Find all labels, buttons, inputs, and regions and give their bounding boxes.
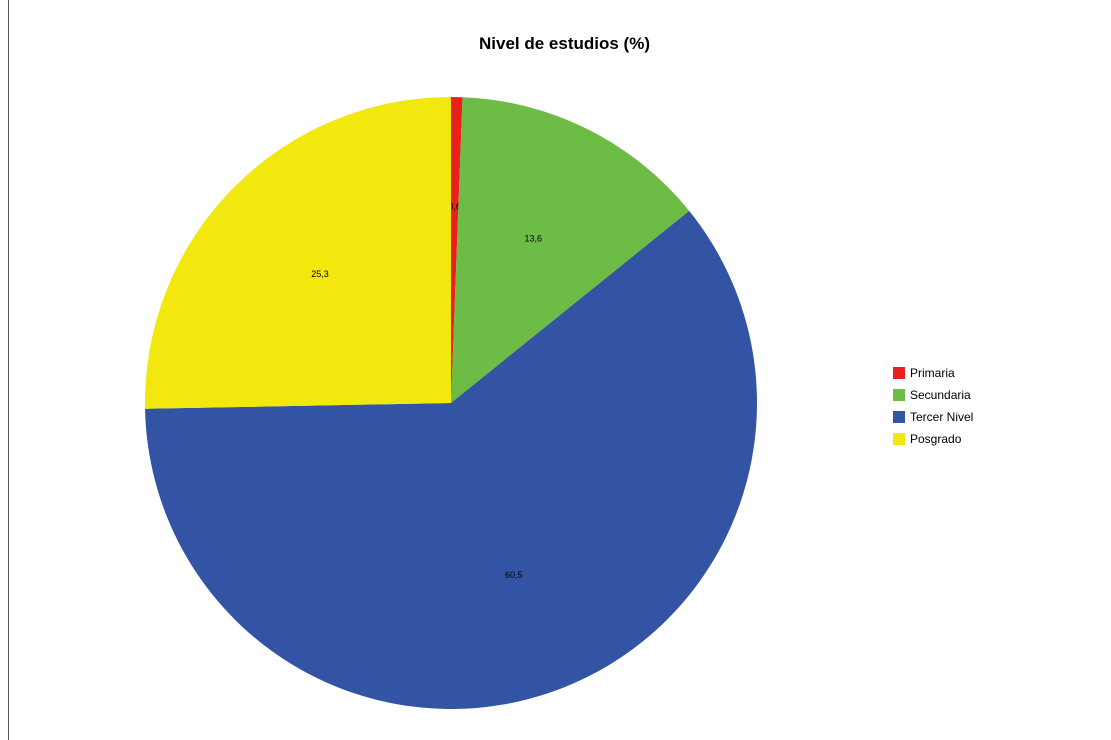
legend-item: Tercer Nivel — [893, 406, 973, 428]
pie-slice-value-label: 25,3 — [311, 269, 329, 279]
pie-slice-secundaria — [451, 97, 690, 404]
legend-label: Secundaria — [910, 388, 971, 402]
legend-swatch — [893, 389, 905, 401]
pie-slice-posgrado — [145, 97, 452, 409]
frame-left-border — [8, 0, 9, 740]
legend-swatch — [893, 433, 905, 445]
pie-slice-value-label: 0,6 — [448, 202, 461, 212]
pie-slice-primaria — [451, 97, 463, 403]
pie-slice-value-label: 13,6 — [525, 233, 543, 243]
chart-legend: Primaria Secundaria Tercer Nivel Posgrado — [893, 362, 973, 450]
chart-title: Nivel de estudios (%) — [479, 34, 650, 53]
pie-slice-tercer-nivel — [145, 210, 758, 709]
pie-slice-value-label: 60,5 — [505, 570, 523, 580]
legend-item: Posgrado — [893, 428, 973, 450]
legend-label: Tercer Nivel — [910, 410, 974, 424]
legend-item: Secundaria — [893, 384, 973, 406]
legend-item: Primaria — [893, 362, 973, 384]
legend-label: Posgrado — [910, 432, 962, 446]
legend-label: Primaria — [910, 366, 955, 380]
legend-swatch — [893, 411, 905, 423]
legend-swatch — [893, 367, 905, 379]
